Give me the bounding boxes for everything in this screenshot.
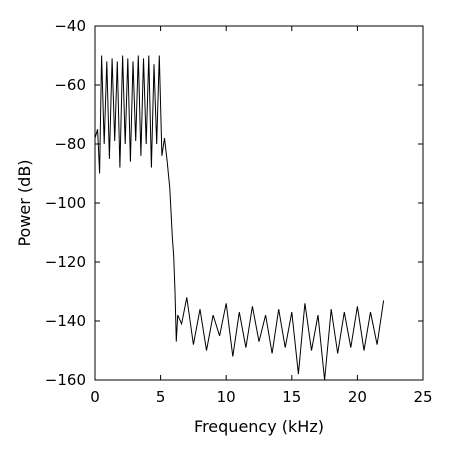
x-tick-label: 20	[348, 388, 367, 406]
y-tick-label: −60	[54, 76, 86, 94]
ticks-group: 0 5 10 15 20 25 −40 −60 −80 −100 −120 −140 −160	[45, 17, 433, 406]
x-tick-label: 15	[282, 388, 301, 406]
y-tick-label: −140	[45, 312, 86, 330]
y-tick-label: −100	[45, 194, 86, 212]
x-tick-label: 25	[413, 388, 432, 406]
x-tick-label: 10	[217, 388, 236, 406]
y-tick-label: −160	[45, 371, 86, 389]
series-line-0	[94, 55, 385, 381]
y-tick-label: −80	[54, 135, 86, 153]
y-tick-label: −40	[54, 17, 86, 35]
x-tick-label: 5	[156, 388, 166, 406]
x-axis-label: Frequency (kHz)	[194, 417, 324, 436]
y-axis-label: Power (dB)	[15, 159, 34, 246]
series-group	[94, 55, 385, 381]
x-tick-label: 0	[90, 388, 100, 406]
y-tick-label: −120	[45, 253, 86, 271]
